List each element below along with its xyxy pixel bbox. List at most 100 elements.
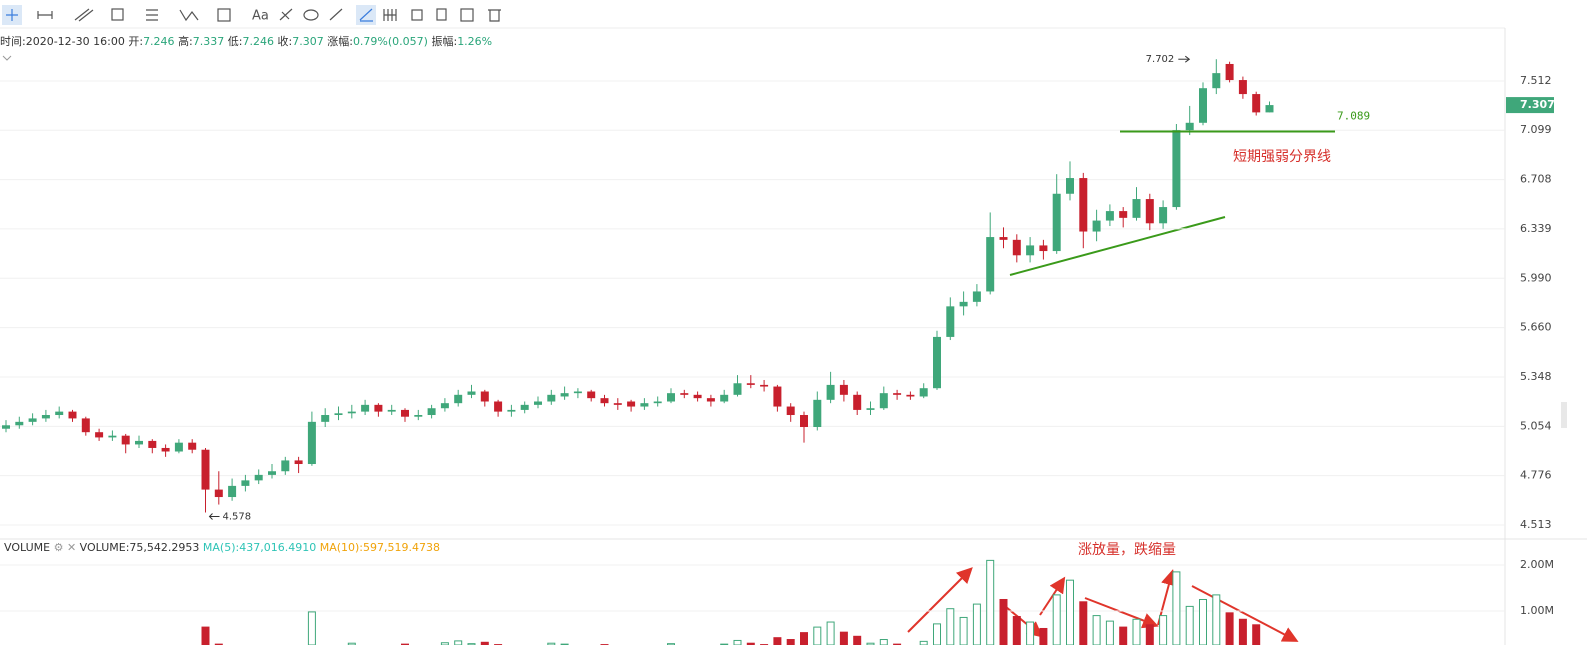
volume-bar bbox=[1039, 627, 1048, 645]
y-tick-label: 6.339 bbox=[1520, 222, 1552, 235]
volume-bar bbox=[1225, 612, 1234, 645]
volume-bar bbox=[733, 639, 742, 645]
candle-body bbox=[680, 393, 689, 395]
candle-body bbox=[653, 401, 662, 404]
volume-bar bbox=[1172, 571, 1181, 645]
candle-body bbox=[68, 411, 77, 419]
price-tag bbox=[1506, 97, 1554, 114]
candle-body bbox=[1105, 211, 1114, 221]
lock-tool[interactable] bbox=[411, 9, 423, 21]
fib-tool[interactable] bbox=[146, 9, 158, 21]
volume-bar bbox=[1185, 605, 1194, 645]
candle-body bbox=[41, 415, 50, 419]
candle-body bbox=[600, 398, 609, 404]
label: 时间: bbox=[0, 35, 26, 48]
candle-body bbox=[254, 474, 263, 481]
wave-tool[interactable] bbox=[179, 9, 199, 22]
candle-body bbox=[427, 408, 436, 416]
low-arrow bbox=[208, 513, 220, 520]
candle-body bbox=[321, 415, 330, 422]
volume-bar bbox=[201, 626, 210, 645]
volume-bar bbox=[480, 641, 489, 645]
candle-body bbox=[613, 403, 622, 405]
draw-tool[interactable] bbox=[359, 8, 373, 22]
volume-bar bbox=[1238, 618, 1247, 645]
ohlc-header: 时间:2020-12-30 16:00 开:7.246 高:7.337 低:7.… bbox=[0, 33, 492, 49]
candle-body bbox=[414, 415, 423, 417]
arrow bbox=[907, 567, 973, 633]
candle-body bbox=[228, 485, 237, 498]
volume-bar bbox=[1145, 624, 1154, 645]
candle-body bbox=[1119, 211, 1128, 218]
candle-body bbox=[1079, 178, 1088, 232]
candle-body bbox=[2, 425, 10, 429]
change: 0.79%(0.057) bbox=[352, 35, 428, 48]
candle-body bbox=[573, 391, 582, 394]
settings-icon[interactable]: ⚙ bbox=[53, 541, 64, 554]
candle-body bbox=[760, 384, 769, 387]
volume-bar bbox=[933, 623, 941, 645]
grid-tool[interactable] bbox=[217, 8, 231, 22]
collapse-icon[interactable] bbox=[2, 55, 12, 61]
volume-value: VOLUME:75,542.2953 bbox=[79, 541, 200, 554]
candle-body bbox=[999, 237, 1008, 240]
candle-body bbox=[188, 442, 197, 450]
low-label: 4.578 bbox=[223, 512, 252, 523]
candle-body bbox=[1212, 73, 1221, 89]
volume-bar bbox=[919, 640, 928, 645]
low: 7.246 bbox=[242, 35, 275, 48]
volume-bar bbox=[1252, 624, 1261, 645]
volume-bar bbox=[999, 598, 1008, 645]
candle-body bbox=[746, 383, 755, 385]
candle-body bbox=[972, 291, 981, 302]
candle-body bbox=[587, 391, 596, 399]
trend-line bbox=[1009, 216, 1226, 276]
amplitude: 1.26% bbox=[457, 35, 493, 48]
y-tick-label: 5.990 bbox=[1520, 271, 1552, 284]
side-handle[interactable] bbox=[1561, 402, 1567, 428]
candle-body bbox=[547, 394, 556, 402]
delete-tool[interactable] bbox=[488, 9, 501, 22]
label: 高: bbox=[178, 35, 193, 48]
candle-body bbox=[467, 391, 476, 395]
label: 振幅: bbox=[431, 35, 458, 48]
candle-body bbox=[986, 237, 995, 292]
copy-tool[interactable] bbox=[436, 8, 447, 21]
candle-body bbox=[268, 471, 276, 475]
level-note: 短期强弱分界线 bbox=[1233, 149, 1331, 165]
candle-body bbox=[401, 409, 409, 417]
brush-tool[interactable] bbox=[279, 8, 293, 21]
candle-body bbox=[1026, 245, 1035, 256]
bars-tool[interactable] bbox=[383, 9, 397, 21]
candle-body bbox=[560, 393, 569, 397]
candle-body bbox=[1039, 245, 1048, 252]
candle-body bbox=[1159, 207, 1168, 224]
volume-bar bbox=[1212, 594, 1221, 645]
candle-body bbox=[800, 415, 808, 428]
erase-tool[interactable] bbox=[303, 9, 319, 21]
candle-body bbox=[667, 393, 675, 402]
close: 7.307 bbox=[292, 35, 324, 48]
rect-tool[interactable] bbox=[111, 8, 124, 21]
y-tick-label: 5.054 bbox=[1520, 419, 1552, 432]
close-icon[interactable]: ✕ bbox=[66, 541, 77, 554]
candle-body bbox=[294, 460, 303, 465]
volume-bar bbox=[1199, 598, 1207, 645]
level-label: 7.089 bbox=[1337, 109, 1370, 122]
crosshair-tool[interactable] bbox=[6, 9, 18, 21]
arrow bbox=[1191, 585, 1299, 642]
arrow bbox=[1039, 576, 1066, 616]
candle-body bbox=[786, 406, 795, 416]
volume-bar bbox=[853, 635, 862, 645]
open: 7.246 bbox=[143, 35, 175, 48]
ruler-tool[interactable] bbox=[329, 8, 343, 21]
candle-body bbox=[161, 447, 170, 452]
candle-body bbox=[121, 435, 130, 445]
label: 低: bbox=[227, 35, 243, 48]
line-tool[interactable] bbox=[74, 8, 94, 22]
measure-tool[interactable] bbox=[37, 11, 53, 19]
snapshot-tool[interactable] bbox=[460, 8, 474, 22]
y-tick-label: 7.099 bbox=[1520, 123, 1552, 136]
text-tool[interactable]: Aa bbox=[252, 9, 269, 24]
